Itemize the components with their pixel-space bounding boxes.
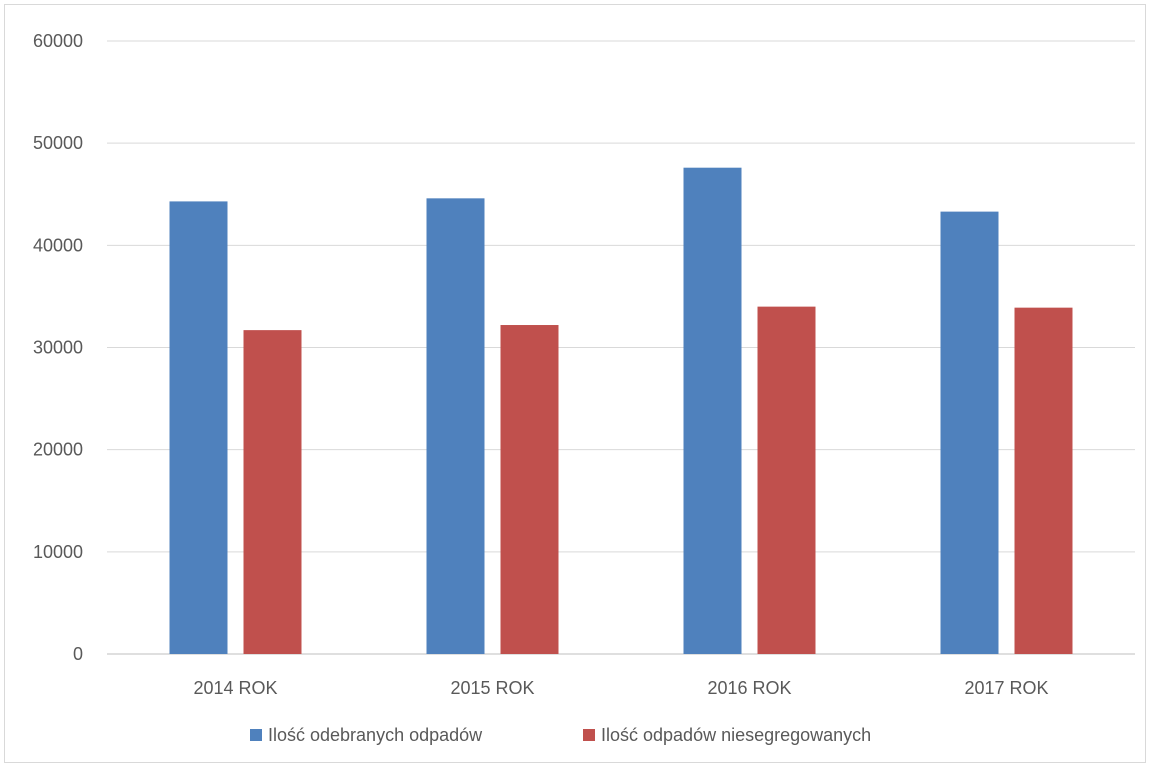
legend-swatch xyxy=(250,729,262,741)
x-tick-label: 2015 ROK xyxy=(450,678,534,698)
y-axis-ticks: 0 10000 20000 30000 40000 50000 60000 xyxy=(33,31,83,664)
bar-odebranych-3 xyxy=(683,167,742,655)
bar-niesegregowanych-1 xyxy=(243,330,302,654)
bar-odebranych-4 xyxy=(940,211,999,654)
bar-niesegregowanych-4 xyxy=(1014,307,1073,654)
bars xyxy=(169,167,1073,655)
x-tick-label: 2014 ROK xyxy=(193,678,277,698)
x-axis-ticks: 2014 ROK 2015 ROK 2016 ROK 2017 ROK xyxy=(193,678,1048,698)
x-tick-label: 2016 ROK xyxy=(707,678,791,698)
y-tick-label: 40000 xyxy=(33,235,83,255)
x-tick-label: 2017 ROK xyxy=(964,678,1048,698)
y-tick-label: 60000 xyxy=(33,31,83,51)
bar-niesegregowanych-3 xyxy=(757,306,816,654)
y-tick-label: 0 xyxy=(73,644,83,664)
legend: Ilość odebranych odpadów Ilość odpadów ni… xyxy=(250,725,871,745)
y-tick-label: 10000 xyxy=(33,542,83,562)
legend-item-niesegregowanych: Ilość odpadów niesegregowanych xyxy=(601,725,871,745)
y-tick-label: 50000 xyxy=(33,133,83,153)
bar-niesegregowanych-2 xyxy=(500,325,559,654)
y-tick-label: 30000 xyxy=(33,338,83,358)
bar-odebranych-1 xyxy=(169,201,228,654)
bar-odebranych-2 xyxy=(426,198,485,654)
y-tick-label: 20000 xyxy=(33,440,83,460)
legend-item-odebranych: Ilość odebranych odpadów xyxy=(268,725,483,745)
legend-swatch xyxy=(583,729,595,741)
